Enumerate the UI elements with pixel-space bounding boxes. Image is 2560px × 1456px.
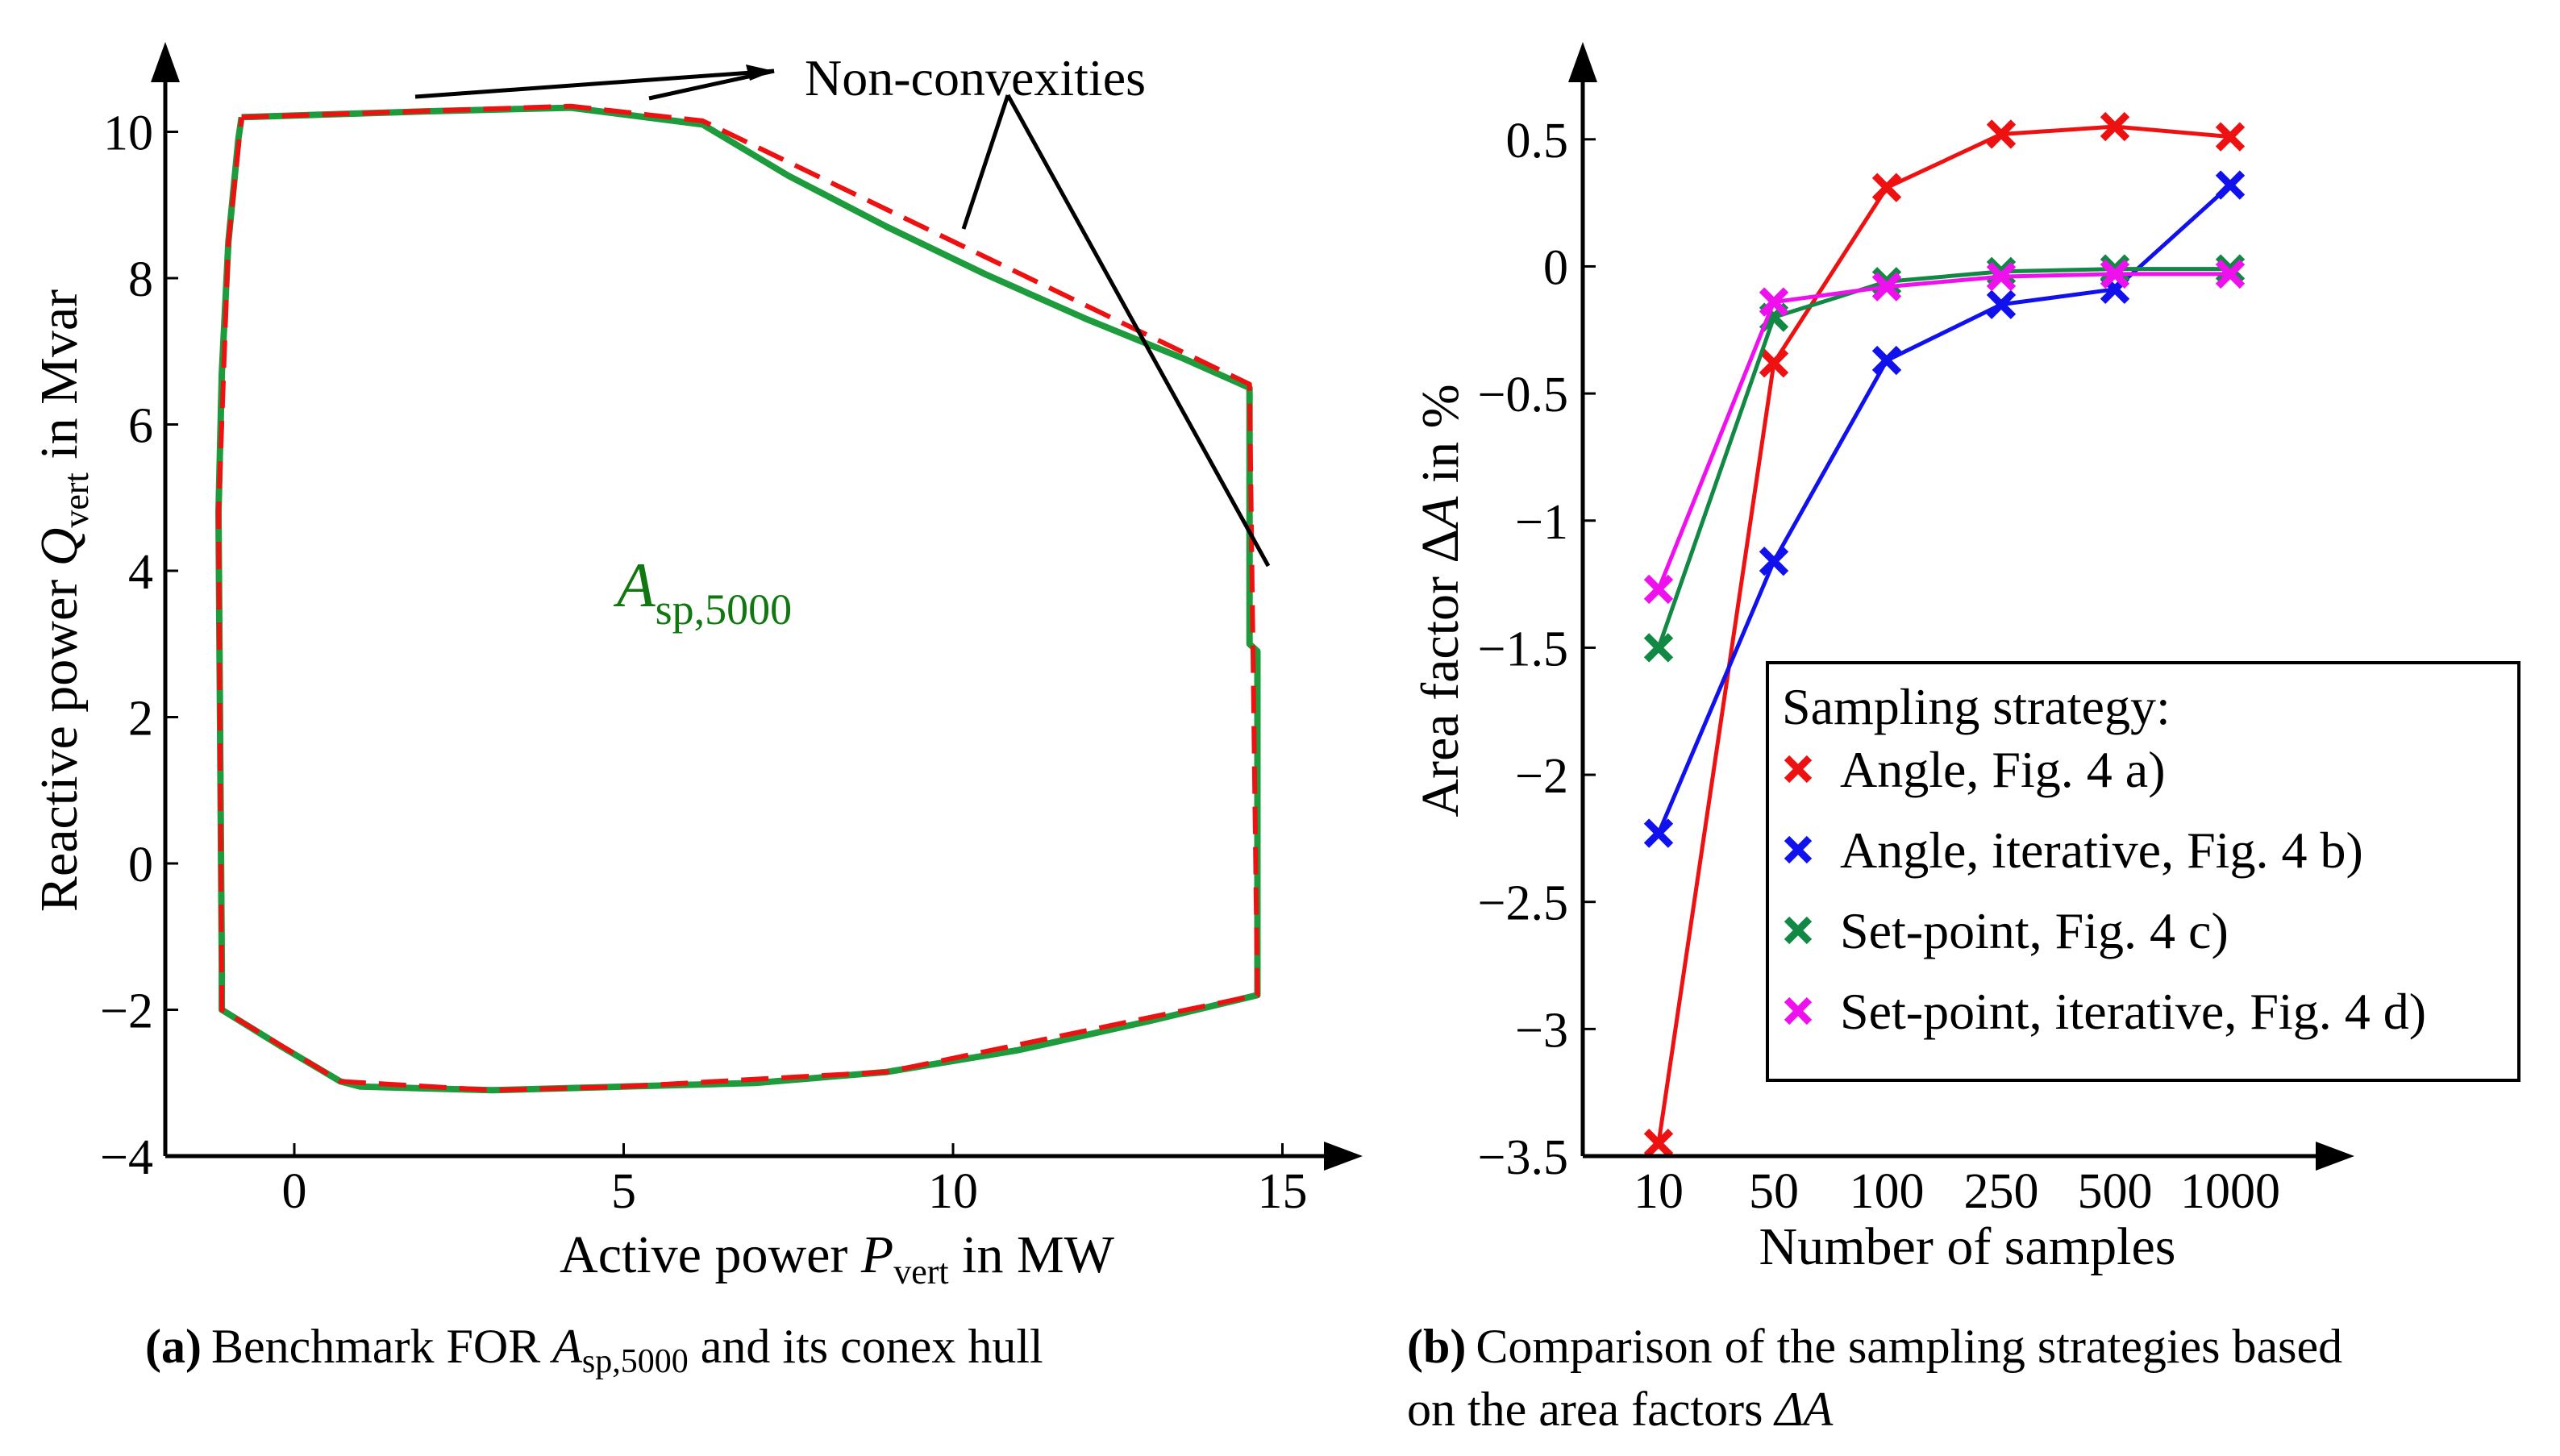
panel-b-point-s1-10 [1643, 1129, 1674, 1159]
panel-b-point-s4-250 [1986, 261, 2017, 292]
annotation-arrowhead [746, 64, 774, 81]
panel-b-caption-line-2: on the area factors ΔA [1407, 1383, 1834, 1436]
panel-b-point-s1-250 [1986, 119, 2017, 149]
panel-b-point-s4-10 [1643, 574, 1674, 605]
panel-b-series-group [1643, 111, 2246, 1159]
annotation-arrow-right-1 [961, 94, 1010, 230]
panel-b-point-s2-100 [1871, 345, 1902, 376]
panel-b-y-tick-label: −2 [1515, 749, 1568, 804]
panel-b-point-s4-100 [1871, 272, 1902, 302]
panel-a-caption: (a) Benchmark FOR Asp,5000 and its conex … [145, 1320, 1043, 1380]
panel-b-caption-line-1: (b) Comparison of the sampling strategies… [1407, 1320, 2342, 1373]
panel-a-y-tick-label: 2 [128, 692, 153, 747]
panel-a-x-ticks: 0 5 10 15 [282, 1143, 1308, 1219]
panel-b-y-tick-label: −1 [1515, 495, 1568, 550]
legend-title: Sampling strategy: [1782, 678, 2171, 735]
legend-label: Set-point, Fig. 4 c) [1840, 902, 2229, 959]
panel-a-series-convex-hull [216, 103, 1260, 1093]
panel-b-plot: 10 50 100 250 500 1000 −3.5 −3 −2.5 −2 −1.5 −1 −0.5… [1407, 42, 2520, 1436]
panel-a-x-tick-label: 15 [1258, 1164, 1308, 1219]
panel-b-series-line-4 [1656, 272, 2230, 590]
legend-marker [1784, 916, 1813, 945]
panel-b-point-s1-500 [2100, 111, 2130, 142]
panel-b-point-s4-1000 [2215, 259, 2246, 289]
panel-a-y-tick-label: 0 [128, 838, 153, 892]
panel-b-series-line-2 [1656, 183, 2232, 834]
panel-b-point-s2-50 [1759, 547, 1789, 576]
panel-a-x-tick-label: 0 [282, 1164, 307, 1219]
panel-b-y-axis-arrow [1568, 42, 1597, 82]
panel-b-x-tick-label: 500 [2078, 1164, 2153, 1219]
legend-label: Angle, Fig. 4 a) [1840, 741, 2166, 798]
panel-b-series-line-3 [1656, 267, 2230, 649]
legend-entry-4: Set-point, iterative, Fig. 4 d) [1784, 983, 2426, 1040]
panel-b-point-s4-500 [2100, 259, 2130, 289]
panel-a-plot: 0 5 10 15 −4 −2 0 2 4 6 8 10 Asp,5000 Non-convexit… [30, 42, 1363, 1380]
panel-a-y-axis-arrow [151, 42, 180, 82]
legend-label: Angle, iterative, Fig. 4 b) [1840, 822, 2363, 879]
panel-a-x-tick-label: 5 [611, 1164, 636, 1219]
panel-a-y-tick-label: 4 [128, 545, 153, 600]
panel-b-point-s4-50 [1759, 287, 1789, 317]
region-label: Asp,5000 [613, 550, 792, 634]
panel-b-y-tick-label: −3.5 [1478, 1130, 1568, 1185]
panel-b-point-s2-10 [1643, 818, 1674, 848]
legend-entry-2: Angle, iterative, Fig. 4 b) [1784, 822, 2363, 879]
legend: Sampling strategy: Angle, Fig. 4 a)Angle… [1766, 661, 2520, 1082]
panel-b-y-tick-label: 0.5 [1506, 114, 1569, 168]
panel-a-y-tick-label: 10 [103, 106, 153, 161]
panel-b-x-tick-label: 10 [1634, 1164, 1684, 1219]
panel-a-x-axis-arrow [1324, 1142, 1363, 1171]
panel-a-y-tick-label: 6 [128, 399, 153, 454]
legend-entry-1: Angle, Fig. 4 a) [1784, 741, 2166, 798]
panel-b-point-s1-100 [1871, 173, 1902, 202]
panel-a-y-ticks: −4 −2 0 2 4 6 8 10 [100, 106, 178, 1185]
panel-a-y-tick-label: 8 [128, 252, 153, 307]
panel-b-y-ticks: −3.5 −3 −2.5 −2 −1.5 −1 −0.5 0 0.5 [1478, 114, 1596, 1185]
legend-entry-3: Set-point, Fig. 4 c) [1784, 902, 2229, 959]
panel-b-y-tick-label: 0 [1543, 240, 1568, 295]
legend-marker [1784, 996, 1813, 1025]
panel-b-point-s1-1000 [2215, 122, 2246, 152]
legend-box [1766, 661, 2520, 1082]
non-convexities-annotation: Non-convexities [414, 49, 1271, 568]
panel-b-y-tick-label: −1.5 [1478, 622, 1568, 676]
panel-b-x-label: Number of samples [1759, 1217, 2176, 1276]
legend-entries: Angle, Fig. 4 a) Angle, iterative, Fig. 4… [1784, 741, 2426, 1040]
panel-a-y-tick-label: −4 [100, 1130, 153, 1185]
panel-a-x-label: Active power Pvert in MW [560, 1225, 1115, 1292]
panel-b-x-tick-label: 250 [1964, 1164, 2039, 1219]
panel-b-y-tick-label: −3 [1515, 1003, 1568, 1058]
panel-b-series-line-1 [1656, 124, 2231, 1144]
legend-label: Set-point, iterative, Fig. 4 d) [1840, 983, 2426, 1040]
panel-b-x-tick-label: 100 [1850, 1164, 1925, 1219]
panel-b-x-tick-label: 50 [1749, 1164, 1799, 1219]
panel-b-x-axis-arrow [2316, 1142, 2354, 1171]
annotation-label: Non-convexities [805, 49, 1146, 106]
legend-marker [1784, 835, 1813, 864]
panel-b-point-s2-1000 [2215, 170, 2246, 200]
panel-b-y-tick-label: −2.5 [1478, 876, 1568, 931]
panel-b-x-tick-label: 1000 [2180, 1164, 2280, 1219]
annotation-arrow-right-2 [1005, 94, 1271, 568]
panel-b-point-s2-250 [1986, 289, 2017, 319]
annotation-arrow-left [414, 69, 775, 99]
panel-b-x-ticks: 10 50 100 250 500 1000 [1634, 1164, 2280, 1219]
panel-a-y-tick-label: −2 [100, 984, 153, 1039]
panel-b-y-tick-label: −0.5 [1478, 368, 1568, 422]
panel-b-point-s3-10 [1643, 633, 1674, 663]
panel-a-series-benchmark [215, 104, 1261, 1094]
panel-a-series-group [215, 103, 1261, 1094]
panel-a-x-tick-label: 10 [928, 1164, 978, 1219]
legend-marker [1784, 755, 1813, 784]
panel-b-y-label: Area factor ΔA in % [1411, 384, 1470, 817]
panel-b-point-s1-50 [1759, 348, 1789, 378]
panel-a-y-label: Reactive power Qvert in Mvar [30, 289, 96, 912]
